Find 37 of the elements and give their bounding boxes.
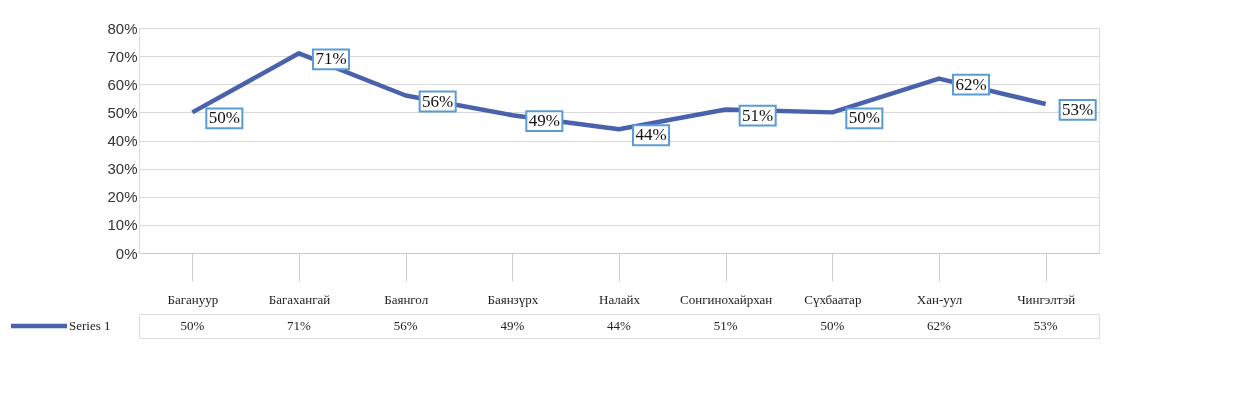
text: 51% [742,105,774,125]
y-tick-label: 80% [107,19,138,37]
text: 53% [1062,99,1094,119]
y-tick-label: 70% [107,47,138,65]
x-tick-label: Багахангай [268,291,331,307]
y-tick-label: 20% [107,188,138,206]
y-tick-label: 60% [107,75,138,93]
data-label: 50% [820,318,845,333]
text: 71% [315,49,347,69]
data-label: 50% [180,318,205,333]
y-tick-label: 40% [107,132,138,149]
data-label: 53% [1033,318,1058,333]
y-tick-label: 50% [107,103,138,121]
data-label: 71% [287,318,312,333]
x-tick-label: Баянзүрх [487,291,539,307]
data-label: 51% [713,318,738,333]
text: 50% [208,108,240,128]
x-tick-label: Сонгинохайрхан [680,291,773,307]
x-tick-label: Баянгол [384,291,429,307]
data-label: 49% [500,318,525,333]
y-tick-label: 10% [107,216,138,234]
text: 44% [635,125,667,145]
x-tick-label: Сүхбаатар [804,291,862,307]
legend-label: Series 1 [69,318,111,333]
x-tick-label: Багануур [167,291,219,307]
text: 50% [848,108,880,128]
data-label: 56% [393,318,418,333]
x-tick-label: Чингэлтэй [1017,291,1076,307]
data-label: 62% [927,318,952,333]
y-tick-label: 30% [107,160,138,178]
text: 62% [955,74,987,94]
text: 49% [528,111,560,131]
data-label: 44% [607,318,632,333]
x-tick-label: Налайх [599,291,641,307]
text: 56% [422,91,454,111]
x-tick-label: Хан-уул [916,291,963,307]
y-tick-label: 0% [115,244,138,262]
